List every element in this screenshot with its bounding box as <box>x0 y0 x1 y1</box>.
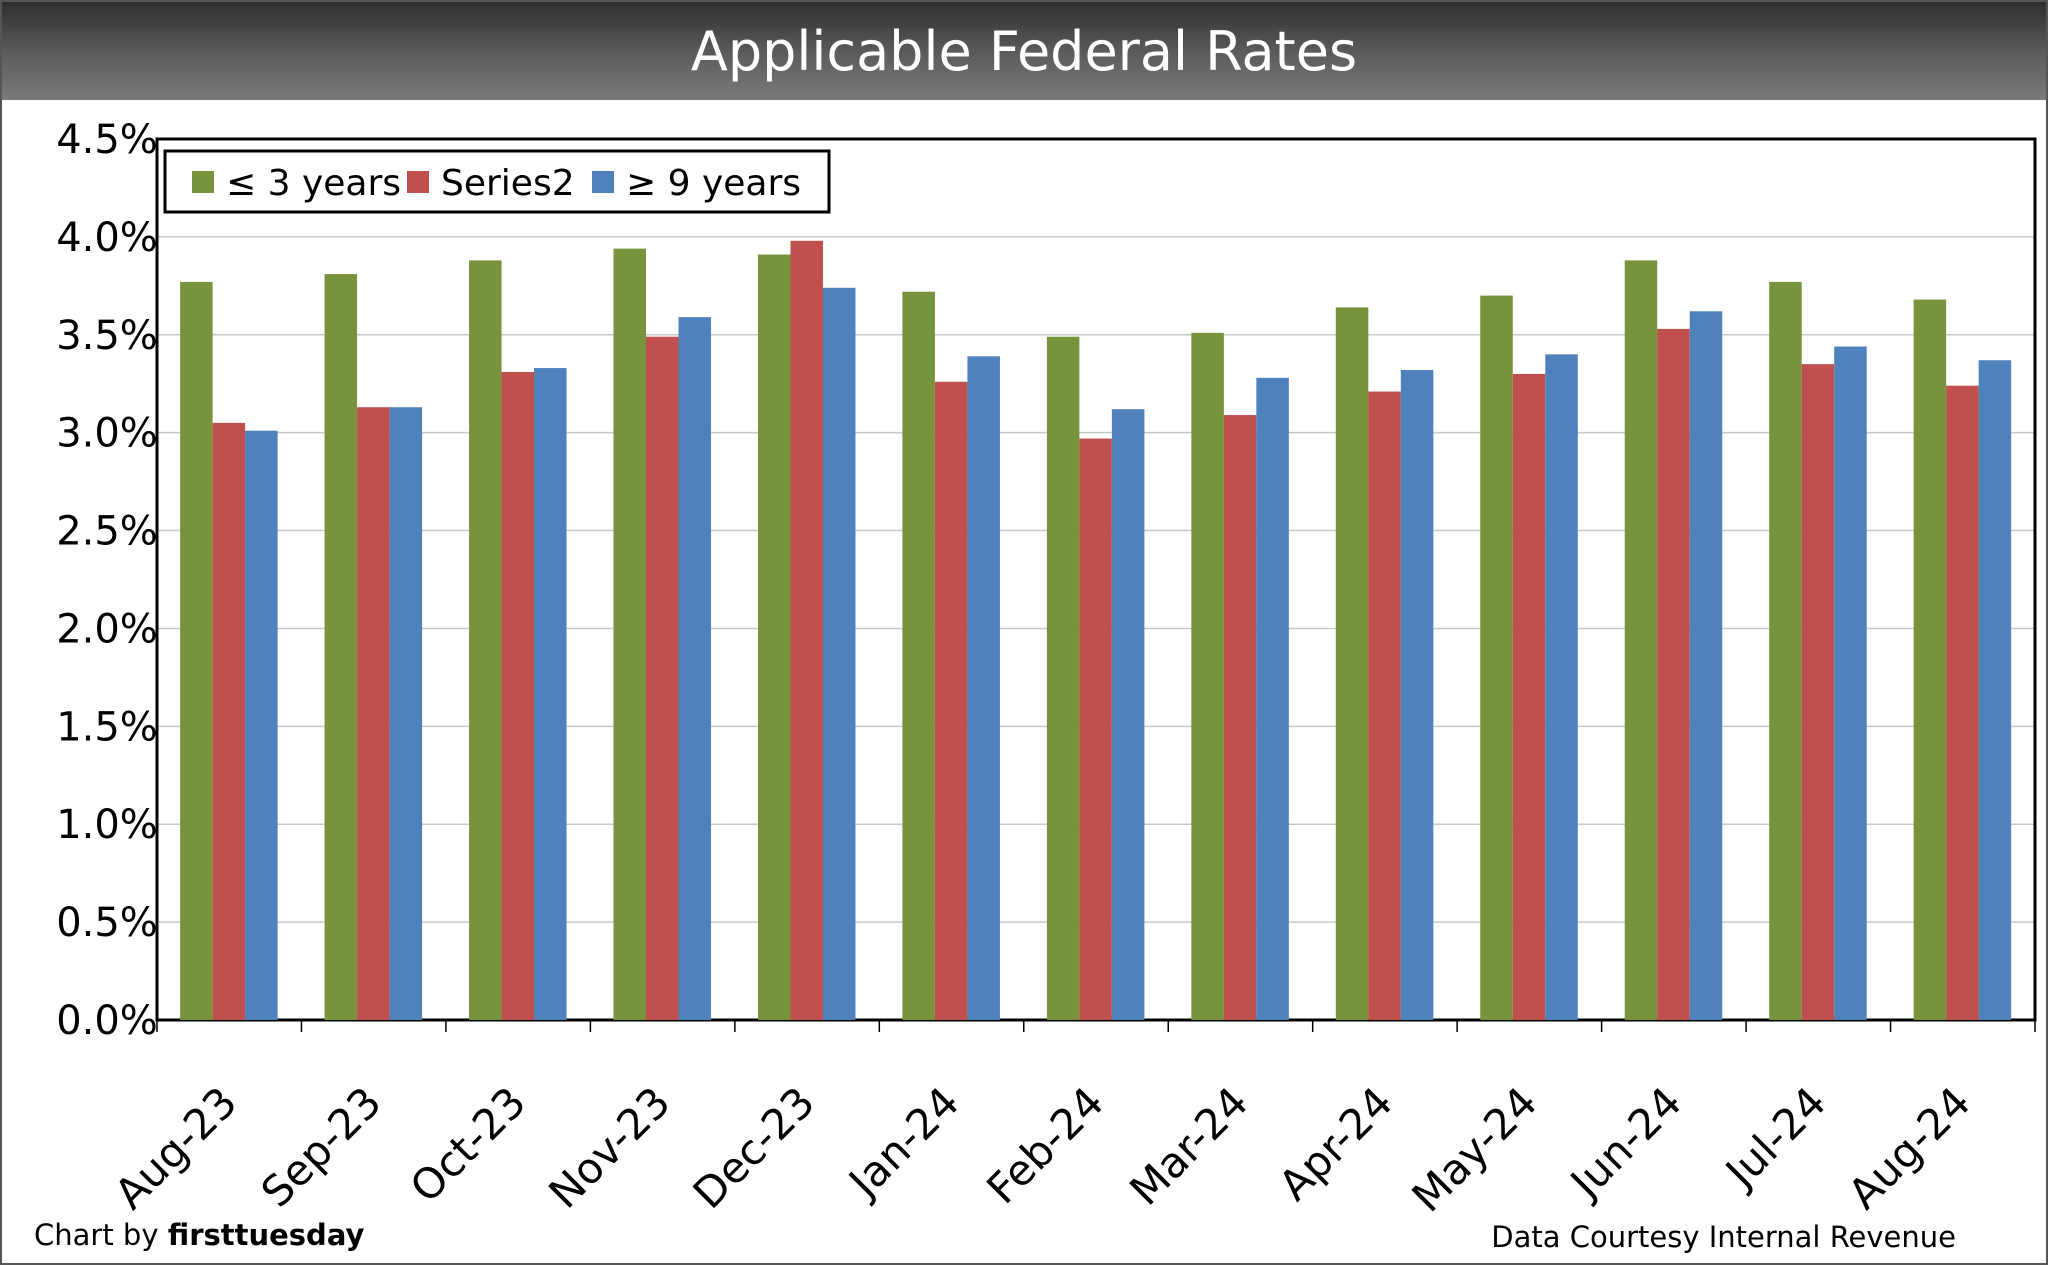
x-tick-label: May-24 <box>1402 1077 1546 1221</box>
bar-series2 <box>1801 364 1835 1021</box>
bar--9-years <box>1834 346 1867 1021</box>
credit-brand: firsttuesday <box>167 1218 365 1252</box>
legend-label: Series2 <box>441 163 575 204</box>
y-tick-label: 0.5% <box>56 900 158 946</box>
bar-series2 <box>501 371 535 1020</box>
bar-series2 <box>1946 385 1979 1020</box>
y-tick-label: 0.0% <box>56 998 158 1044</box>
chart-title: Applicable Federal Rates <box>690 19 1358 83</box>
legend-swatch <box>592 171 614 193</box>
bar-series2 <box>790 240 823 1020</box>
legend-label: ≤ 3 years <box>226 163 401 204</box>
bar--9-years <box>1689 311 1723 1021</box>
x-tick-label: Dec-23 <box>684 1077 825 1218</box>
bar--9-years <box>822 287 856 1020</box>
bar--9-years <box>1256 377 1289 1020</box>
y-tick-label: 2.0% <box>56 606 158 652</box>
y-tick-label: 1.0% <box>56 802 158 848</box>
bar--3-years <box>1335 307 1369 1020</box>
bar--3-years <box>902 291 935 1020</box>
bar-series2 <box>1512 373 1546 1020</box>
bar--3-years <box>1480 295 1513 1021</box>
bar-series2 <box>357 407 390 1020</box>
bar-series2 <box>1657 328 1690 1021</box>
x-tick-label: Jul-24 <box>1714 1077 1835 1198</box>
bar--9-years <box>389 407 423 1020</box>
bar-series2 <box>1223 415 1257 1021</box>
x-tick-label: Jan-24 <box>838 1077 969 1208</box>
y-tick-label: 1.5% <box>56 704 158 750</box>
x-tick-label: Apr-24 <box>1269 1077 1402 1210</box>
bar--9-years <box>1545 354 1578 1020</box>
bar--3-years <box>180 281 213 1020</box>
bar--3-years <box>324 274 358 1020</box>
bar--9-years <box>1111 409 1145 1020</box>
bar--3-years <box>757 254 791 1020</box>
bar--9-years <box>678 317 712 1020</box>
legend-box <box>163 149 831 214</box>
legend-swatch <box>407 171 429 193</box>
data-source: Data Courtesy Internal Revenue <box>1491 1220 1956 1254</box>
y-tick-label: 2.5% <box>56 509 158 555</box>
legend-swatch <box>192 171 214 193</box>
y-tick-label: 3.5% <box>56 313 158 359</box>
x-tick-label: Mar-24 <box>1120 1077 1257 1214</box>
x-tick-label: Sep-23 <box>252 1077 391 1216</box>
bar--3-years <box>613 248 647 1020</box>
x-tick-label: Aug-24 <box>1839 1077 1980 1218</box>
bar-series2 <box>1368 391 1401 1020</box>
bar--9-years <box>1978 360 2012 1020</box>
legend-label: ≥ 9 years <box>626 163 801 204</box>
bar--3-years <box>1046 336 1080 1020</box>
bar--3-years <box>469 260 502 1021</box>
y-tick-label: 4.5% <box>56 117 158 163</box>
bar--3-years <box>1769 281 1802 1020</box>
bar--9-years <box>967 356 1000 1020</box>
bar-series2 <box>212 422 246 1020</box>
bar--9-years <box>1400 370 1434 1020</box>
bar--3-years <box>1624 260 1658 1021</box>
bar--9-years <box>534 368 567 1020</box>
bar--9-years <box>245 430 278 1021</box>
chart-credit: Chart by firsttuesday <box>34 1218 364 1252</box>
y-tick-label: 4.0% <box>56 215 158 261</box>
credit-prefix: Chart by <box>34 1218 168 1252</box>
x-tick-label: Jun-24 <box>1559 1077 1691 1209</box>
title-bar: Applicable Federal Rates <box>2 2 2046 100</box>
x-tick-label: Oct-23 <box>401 1077 536 1212</box>
x-tick-label: Feb-24 <box>977 1077 1113 1213</box>
bar--3-years <box>1191 332 1224 1020</box>
bar-series2 <box>1079 438 1112 1020</box>
x-tick-label: Aug-23 <box>105 1077 246 1218</box>
bar--3-years <box>1913 299 1947 1020</box>
bar-series2 <box>646 336 679 1020</box>
x-tick-label: Nov-23 <box>539 1077 679 1217</box>
bar-series2 <box>934 381 968 1021</box>
y-tick-label: 3.0% <box>56 411 158 457</box>
